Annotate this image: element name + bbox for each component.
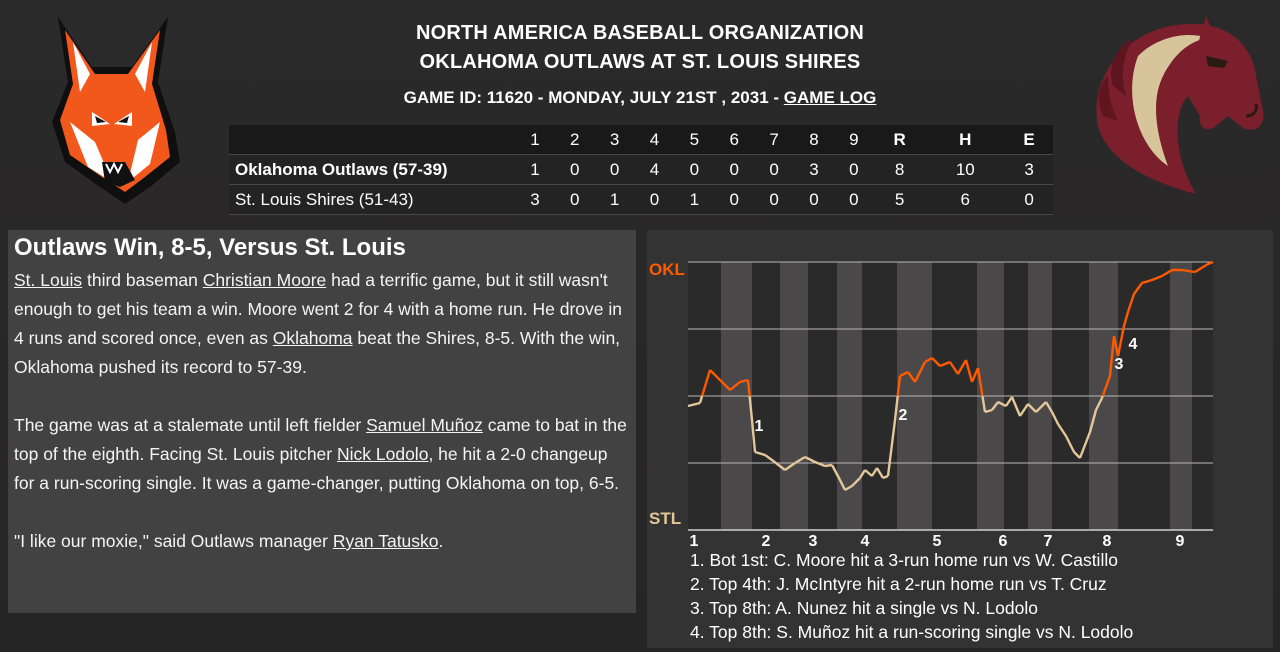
team-link-oklahoma[interactable]: Oklahoma (272, 328, 353, 348)
inning-tick-label: 1 (690, 533, 699, 550)
inning-header: 6 (729, 129, 739, 149)
inning-header: 2 (570, 129, 580, 149)
player-link-nick-lodolo[interactable]: Nick Lodolo (336, 444, 429, 464)
inning-tick-label: 4 (861, 533, 870, 550)
linescore-table: 1 2 3 4 5 6 7 8 9 R H E Oklahoma Outlaws… (229, 125, 1053, 215)
recap-text: came to bat in the top of the eighth. Fa… (14, 415, 627, 464)
runs-total: 8 (894, 159, 905, 179)
inning-score: 0 (570, 189, 580, 209)
recap-text: beat the Shires, 8-5. With the win, Okla… (14, 328, 621, 377)
errors-total: 0 (1024, 189, 1034, 209)
inning-score: 1 (609, 189, 620, 209)
recap-text: , he hit a 2-0 changeup for a run-scorin… (14, 444, 620, 493)
list-item: 3. Top 8th: A. Nunez hit a single vs N. … (690, 598, 1038, 618)
recap-paragraph: The game was at a stalemate until left f… (14, 411, 630, 498)
hits-total: 6 (960, 189, 970, 209)
matchup-title: OKLAHOMA OUTLAWS AT ST. LOUIS SHIRES (419, 51, 861, 73)
event-marker: 3 (1115, 356, 1124, 373)
list-item: 2. Top 4th: J. McIntyre hit a 2-run home… (690, 574, 1107, 594)
game-recap-panel: Outlaws Win, 8-5, Versus St. Louis St. L… (8, 230, 636, 613)
away-team-name[interactable]: Oklahoma Outlaws (57-39) (235, 159, 448, 179)
event-marker: 2 (899, 407, 908, 424)
inning-score: 0 (769, 159, 779, 179)
inning-header: 1 (530, 129, 540, 149)
okl-axis-label: OKL (649, 260, 685, 279)
inning-score: 0 (769, 189, 779, 209)
hits-total: 10 (955, 159, 975, 179)
inning-score: 0 (729, 189, 739, 209)
inning-tick-label: 5 (933, 533, 942, 550)
recap-headline: Outlaws Win, 8-5, Versus St. Louis (14, 234, 406, 261)
runs-total: 5 (894, 189, 905, 209)
inning-score: 0 (609, 159, 620, 179)
runs-header: R (893, 129, 906, 149)
inning-score: 4 (649, 159, 660, 179)
inning-score: 0 (849, 189, 859, 209)
recap-paragraph: St. Louis third baseman Christian Moore … (14, 266, 630, 382)
event-marker: 1 (755, 418, 764, 435)
player-link-christian-moore[interactable]: Christian Moore (202, 270, 327, 290)
team-link-st-louis[interactable]: St. Louis (14, 270, 83, 290)
game-info: GAME ID: 11620 - MONDAY, JULY 21ST , 203… (300, 88, 980, 108)
linescore-header-row: 1 2 3 4 5 6 7 8 9 R H E (229, 125, 1053, 155)
inning-header: 5 (689, 129, 700, 149)
inning-score: 1 (530, 159, 540, 179)
inning-tick-label: 3 (809, 533, 818, 550)
player-link-samuel-munoz[interactable]: Samuel Muñoz (366, 415, 483, 435)
manager-link-ryan-tatusko[interactable]: Ryan Tatusko (332, 531, 439, 551)
stl-axis-label: STL (649, 509, 681, 528)
horse-logo (1096, 16, 1264, 194)
inning-header: 7 (769, 129, 779, 149)
errors-total: 3 (1024, 159, 1034, 179)
inning-tick-label: 7 (1044, 533, 1053, 550)
list-item: 1. Bot 1st: C. Moore hit a 3-run home ru… (690, 550, 1118, 570)
hits-header: H (959, 129, 972, 149)
table-row: St. Louis Shires (51-43) 3 0 1 0 1 0 0 0… (229, 184, 1053, 215)
recap-text: had a terrific game, but it still wasn't… (14, 270, 622, 348)
errors-header: E (1023, 129, 1035, 149)
inning-score: 0 (849, 159, 859, 179)
inning-score: 0 (809, 189, 819, 209)
inning-tick-label: 6 (999, 533, 1008, 550)
recap-text: "I like our moxie," said Outlaws manager (14, 531, 333, 551)
inning-score: 0 (729, 159, 739, 179)
inning-tick-label: 9 (1176, 533, 1185, 550)
game-log-link[interactable]: GAME LOG (783, 88, 877, 107)
wp-line-away-segments (700, 260, 1214, 397)
list-item: 4. Top 8th: S. Muñoz hit a run-scoring s… (690, 622, 1134, 642)
inning-tick-label: 8 (1103, 533, 1112, 550)
home-team-name[interactable]: St. Louis Shires (51-43) (235, 189, 414, 209)
inning-header: 4 (649, 129, 660, 149)
inning-tick-label: 2 (762, 533, 771, 550)
recap-text: The game was at a stalemate until left f… (14, 415, 367, 435)
inning-score: 0 (570, 159, 580, 179)
inning-score: 0 (649, 189, 660, 209)
fox-logo (52, 17, 180, 204)
recap-text: third baseman (82, 270, 203, 290)
inning-score: 3 (530, 189, 540, 209)
game-info-text: GAME ID: 11620 - MONDAY, JULY 21ST , 203… (403, 88, 784, 107)
recap-text: . (438, 531, 444, 551)
key-events-list: 1. Bot 1st: C. Moore hit a 3-run home ru… (690, 548, 1133, 644)
inning-header: 3 (609, 129, 620, 149)
inning-header: 9 (849, 129, 859, 149)
league-title: NORTH AMERICA BASEBALL ORGANIZATION (415, 22, 865, 44)
wp-line-home-segments (687, 395, 1104, 492)
inning-score: 3 (809, 159, 819, 179)
table-row: Oklahoma Outlaws (57-39) 1 0 0 4 0 0 0 3… (229, 154, 1053, 185)
recap-paragraph: "I like our moxie," said Outlaws manager… (14, 527, 630, 556)
inning-header: 8 (809, 129, 819, 149)
event-marker: 4 (1129, 336, 1138, 353)
inning-score: 0 (689, 159, 700, 179)
inning-score: 1 (689, 189, 700, 209)
